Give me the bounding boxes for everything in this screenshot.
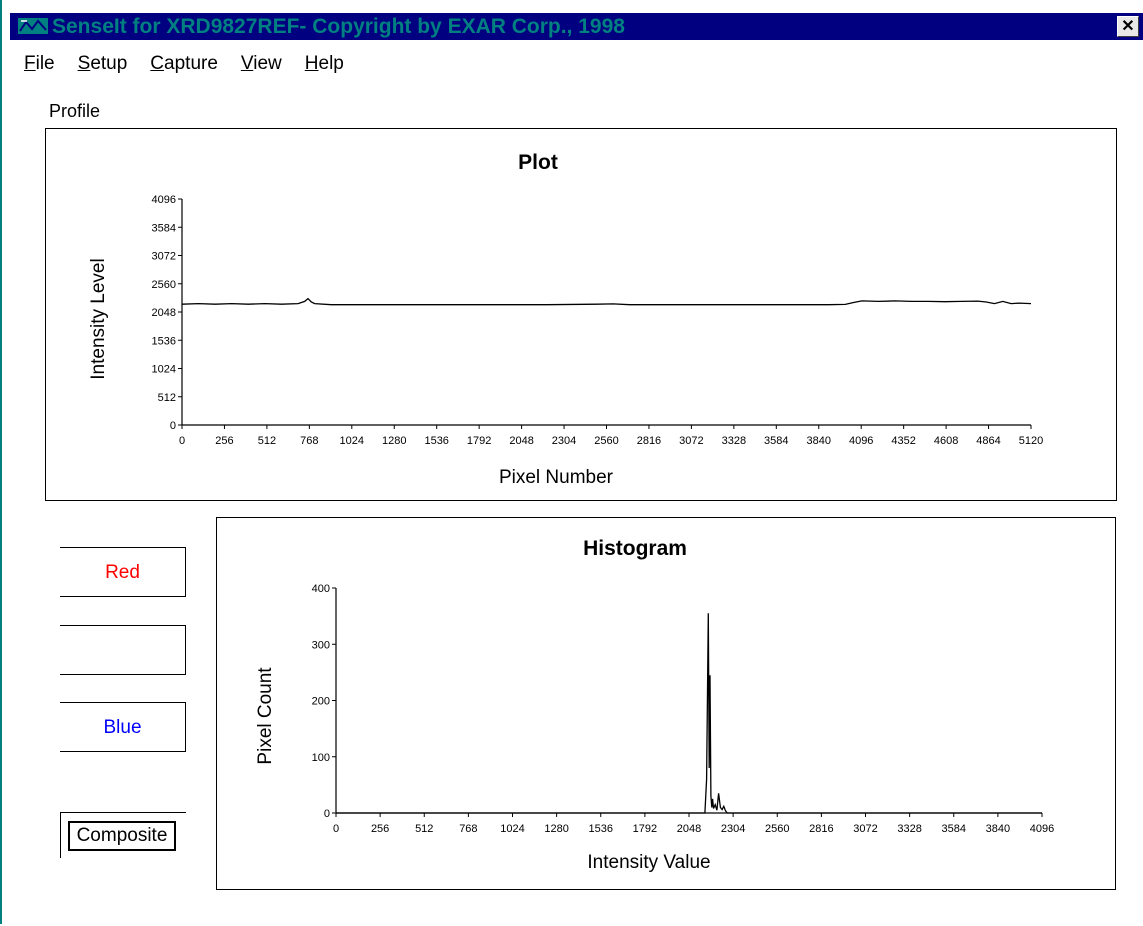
window-title: SenseIt for XRD9827REF- Copyright by EXA… (52, 15, 625, 38)
plot-x-tick-label: 1792 (467, 435, 491, 447)
plot-title: Plot (518, 151, 558, 174)
histogram-y-tick-label: 100 (312, 752, 330, 764)
histogram-x-tick-label: 3072 (853, 823, 877, 835)
histogram-y-ticks: 0 100 200 300 400 (312, 583, 336, 820)
histogram-x-tick-label: 2816 (809, 823, 833, 835)
plot-x-tick-label: 4864 (976, 435, 1000, 447)
histogram-x-tick-label: 3584 (942, 823, 966, 835)
plot-y-tick-label: 2560 (152, 279, 176, 291)
plot-y-tick-label: 1536 (152, 335, 176, 347)
composite-button[interactable]: Composite (68, 821, 176, 851)
histogram-x-tick-label: 2304 (721, 823, 745, 835)
app-icon (18, 18, 48, 34)
plot-y-ticks: 0 512 1024 1536 2048 2560 3072 3584 4096 (152, 194, 182, 432)
histogram-y-tick-label: 0 (324, 808, 330, 820)
plot-y-tick-label: 2048 (152, 307, 176, 319)
histogram-x-tick-label: 2560 (765, 823, 789, 835)
plot-y-tick-label: 3072 (152, 251, 176, 263)
plot-series-line (181, 297, 1032, 306)
plot-x-tick-label: 5120 (1019, 435, 1043, 447)
histogram-y-axis-label: Pixel Count (255, 667, 276, 765)
plot-x-tick-label: 1536 (424, 435, 448, 447)
plot-x-tick-label: 768 (300, 435, 318, 447)
plot-x-tick-label: 3584 (764, 435, 788, 447)
menu-view[interactable]: View (240, 53, 282, 74)
plot-y-tick-label: 3584 (152, 222, 176, 234)
histogram-title: Histogram (583, 537, 687, 560)
profile-label: Profile (49, 101, 101, 121)
histogram-x-ticks: 0 256 512 768 1024 1280 1536 1792 2048 2304 2560 28… (333, 813, 1054, 835)
title-bar[interactable]: SenseIt for XRD9827REF- Copyright by EXA… (10, 13, 1143, 40)
profile-plot-chart: Plot Pixel Number Intensity Level 0 256 51… (88, 151, 1043, 488)
histogram-x-tick-label: 1024 (500, 823, 524, 835)
menu-setup[interactable]: Setup (77, 53, 128, 74)
plot-x-tick-label: 2304 (552, 435, 576, 447)
plot-y-tick-label: 0 (170, 420, 176, 432)
histogram-x-tick-label: 1280 (544, 823, 568, 835)
plot-x-tick-label: 1024 (340, 435, 364, 447)
plot-x-tick-label: 4608 (934, 435, 958, 447)
histogram-chart: Histogram Intensity Value Pixel Count 0 2… (255, 537, 1054, 873)
plot-x-tick-label: 256 (215, 435, 233, 447)
green-channel-button[interactable] (60, 625, 186, 675)
composite-button-frame (60, 812, 186, 858)
histogram-y-tick-label: 400 (312, 583, 330, 595)
plot-x-tick-label: 4096 (849, 435, 873, 447)
histogram-x-axis-label: Intensity Value (587, 852, 710, 873)
close-icon[interactable]: ✕ (1117, 16, 1139, 37)
red-channel-button[interactable]: Red (60, 547, 186, 597)
plot-y-tick-label: 4096 (152, 194, 176, 206)
histogram-x-tick-label: 4096 (1030, 823, 1054, 835)
plot-x-tick-label: 512 (258, 435, 276, 447)
histogram-series-line (336, 613, 1042, 814)
plot-x-axis-label: Pixel Number (499, 467, 614, 488)
plot-x-tick-label: 2048 (509, 435, 533, 447)
histogram-x-tick-label: 768 (459, 823, 477, 835)
histogram-x-tick-label: 256 (371, 823, 389, 835)
plot-x-tick-label: 1280 (382, 435, 406, 447)
histogram-x-tick-label: 0 (333, 823, 339, 835)
histogram-x-tick-label: 3328 (897, 823, 921, 835)
histogram-x-tick-label: 1792 (633, 823, 657, 835)
plot-y-tick-label: 512 (158, 392, 176, 404)
plot-x-tick-label: 4352 (891, 435, 915, 447)
plot-x-tick-label: 2560 (594, 435, 618, 447)
histogram-y-tick-label: 200 (312, 696, 330, 708)
plot-x-tick-label: 3840 (807, 435, 831, 447)
red-channel-label: Red (105, 562, 140, 583)
plot-x-tick-label: 0 (179, 435, 185, 447)
menu-help[interactable]: Help (304, 53, 344, 74)
blue-channel-button[interactable]: Blue (60, 702, 186, 752)
histogram-x-tick-label: 1536 (589, 823, 613, 835)
blue-channel-label: Blue (103, 717, 142, 738)
plot-x-tick-label: 3072 (679, 435, 703, 447)
plot-y-tick-label: 1024 (152, 364, 176, 376)
histogram-x-tick-label: 512 (415, 823, 433, 835)
plot-y-axis-label: Intensity Level (88, 258, 109, 379)
menu-bar: File Setup Capture View Help (24, 52, 367, 78)
menu-file[interactable]: File (24, 53, 55, 74)
plot-x-tick-label: 3328 (722, 435, 746, 447)
menu-capture[interactable]: Capture (150, 53, 218, 74)
histogram-y-tick-label: 300 (312, 639, 330, 651)
plot-x-tick-label: 2816 (637, 435, 661, 447)
plot-panel: Plot Pixel Number Intensity Level 0 256 51… (45, 128, 1117, 501)
histogram-x-tick-label: 2048 (677, 823, 701, 835)
histogram-panel: Histogram Intensity Value Pixel Count 0 2… (216, 517, 1116, 890)
plot-x-ticks: 0 256 512 768 1024 1280 1536 1792 2048 2304 2560 28… (179, 425, 1043, 447)
histogram-x-tick-label: 3840 (986, 823, 1010, 835)
